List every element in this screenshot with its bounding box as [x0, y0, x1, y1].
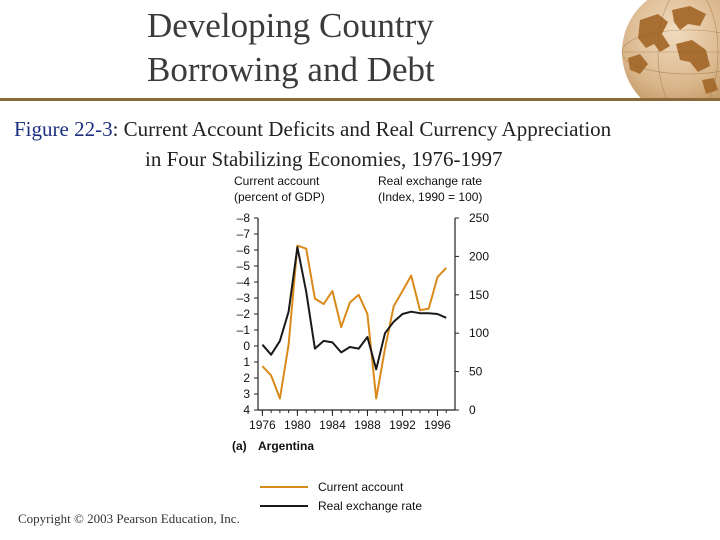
caption-line-1: Figure 22-3: Current Account Deficits an…: [14, 114, 714, 144]
x-axis-tick-label: 1992: [389, 418, 416, 432]
caption-line-2: in Four Stabilizing Economies, 1976-1997: [145, 147, 503, 171]
right-axis-tick-label: 200: [469, 249, 489, 263]
series-line-current-account: [261, 244, 447, 400]
right-axis-label-line-2: (Index, 1990 = 100): [378, 190, 482, 204]
left-axis-tick-label: 0: [243, 339, 250, 353]
left-axis-tick-label: –5: [237, 259, 251, 273]
figure-caption: Figure 22-3: Current Account Deficits an…: [14, 114, 714, 174]
figure-number: Figure 22-3: [14, 117, 113, 141]
x-axis-tick-label: 1996: [424, 418, 451, 432]
left-axis-tick-label: 2: [243, 371, 250, 385]
left-axis-tick-label: 4: [243, 403, 250, 417]
copyright-notice: Copyright © 2003 Pearson Education, Inc.: [18, 511, 240, 526]
slide-title-line-2: Borrowing and Debt: [147, 50, 435, 89]
legend-label-current-account: Current account: [318, 480, 404, 494]
left-axis-tick-label: –1: [237, 323, 251, 337]
right-axis-tick-label: 0: [469, 403, 476, 417]
left-axis-label-line-1: Current account: [234, 174, 320, 188]
right-axis-label-line-1: Real exchange rate: [378, 174, 482, 188]
left-axis-tick-label: –2: [237, 307, 251, 321]
x-axis-tick-label: 1976: [249, 418, 276, 432]
plot-area: –8 –7 –6 –5 –4 –3 –2 –1 0 1 2 3 4 250 200 150 100 50 0 1976…: [237, 211, 490, 432]
x-axis-tick-label: 1980: [284, 418, 311, 432]
globe-icon: [621, 0, 720, 98]
panel-label: (a): [232, 439, 247, 453]
left-axis-tick-label: 3: [243, 387, 250, 401]
left-axis-tick-label: –3: [237, 291, 251, 305]
legend: Current account Real exchange rate: [260, 480, 422, 513]
left-axis-tick-label: 1: [243, 355, 250, 369]
x-axis-tick-label: 1984: [319, 418, 346, 432]
right-axis-tick-label: 100: [469, 326, 489, 340]
title-divider: [0, 98, 720, 101]
slide-title: Developing Country Borrowing and Debt: [147, 4, 587, 92]
x-axis-tick-label: 1988: [354, 418, 381, 432]
series-line-real-exchange-rate: [261, 246, 447, 371]
right-axis-tick-label: 50: [469, 365, 483, 379]
left-axis-tick-label: –7: [237, 227, 251, 241]
right-axis-tick-label: 250: [469, 211, 489, 225]
slide-title-line-1: Developing Country: [147, 6, 434, 45]
panel-name: Argentina: [258, 439, 314, 453]
left-axis-label-line-2: (percent of GDP): [234, 190, 325, 204]
right-axis-tick-label: 150: [469, 288, 489, 302]
legend-label-real-exchange-rate: Real exchange rate: [318, 499, 422, 513]
left-axis-tick-label: –4: [237, 275, 251, 289]
left-axis-tick-label: –8: [237, 211, 251, 225]
argentina-chart: Current account (percent of GDP) Real ex…: [232, 174, 490, 513]
caption-text-1: : Current Account Deficits and Real Curr…: [112, 117, 612, 141]
left-axis-tick-label: –6: [237, 243, 251, 257]
